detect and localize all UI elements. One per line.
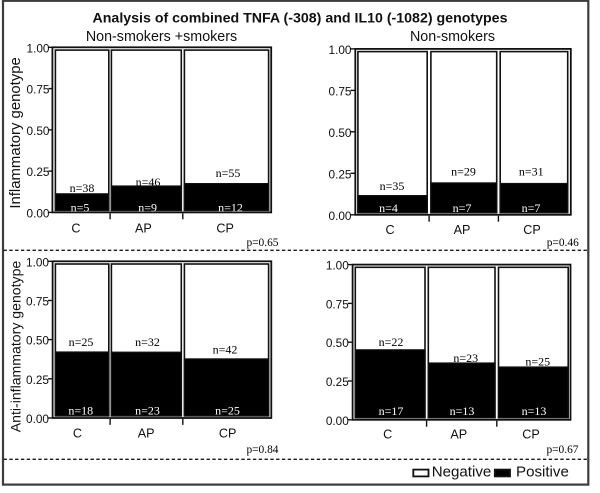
svg-text:n=42: n=42: [213, 342, 238, 356]
svg-text:Negative: Negative: [432, 464, 492, 481]
svg-text:n=46: n=46: [136, 175, 161, 189]
svg-text:1.00: 1.00: [26, 255, 49, 269]
svg-text:AP: AP: [138, 426, 155, 440]
svg-text:0.25: 0.25: [27, 165, 50, 179]
svg-text:p=0.84: p=0.84: [246, 444, 278, 456]
svg-text:C: C: [73, 426, 82, 440]
svg-text:CP: CP: [523, 223, 541, 237]
svg-text:n=23: n=23: [135, 404, 160, 418]
svg-text:Positive: Positive: [516, 464, 569, 481]
svg-text:p=0.46: p=0.46: [547, 237, 579, 249]
svg-text:1.00: 1.00: [329, 43, 352, 57]
svg-text:C: C: [383, 427, 392, 441]
svg-text:0.00: 0.00: [326, 414, 349, 428]
svg-text:p=0.65: p=0.65: [246, 237, 278, 249]
svg-text:p=0.67: p=0.67: [546, 444, 578, 456]
svg-text:n=35: n=35: [380, 179, 405, 193]
svg-text:0.75: 0.75: [329, 84, 352, 98]
svg-text:n=29: n=29: [451, 165, 476, 179]
svg-text:0.00: 0.00: [329, 209, 352, 223]
svg-text:0.50: 0.50: [26, 334, 49, 348]
svg-text:CP: CP: [216, 221, 234, 235]
svg-text:C: C: [385, 223, 394, 237]
svg-text:Inflammatory genotype: Inflammatory genotype: [8, 57, 24, 208]
svg-text:n=12: n=12: [218, 201, 243, 215]
svg-text:C: C: [71, 221, 80, 235]
svg-text:AP: AP: [454, 223, 471, 237]
svg-text:AP: AP: [450, 427, 467, 441]
svg-text:0.50: 0.50: [27, 124, 50, 138]
svg-text:n=32: n=32: [135, 335, 160, 349]
svg-text:Anti-inflammatory genotype: Anti-inflammatory genotype: [8, 261, 24, 433]
svg-text:n=38: n=38: [70, 181, 95, 195]
svg-text:n=17: n=17: [379, 404, 404, 418]
svg-text:n=23: n=23: [453, 351, 478, 365]
svg-text:n=18: n=18: [68, 404, 93, 418]
svg-text:Non-smokers: Non-smokers: [410, 29, 495, 45]
svg-text:n=13: n=13: [450, 404, 475, 418]
svg-text:Analysis of combined TNFA (-30: Analysis of combined TNFA (-308) and IL1…: [93, 11, 508, 27]
svg-text:n=25: n=25: [215, 404, 240, 418]
svg-text:n=5: n=5: [71, 201, 90, 215]
svg-text:CP: CP: [219, 426, 237, 440]
svg-text:0.75: 0.75: [26, 295, 49, 309]
svg-text:n=9: n=9: [138, 201, 157, 215]
svg-text:n=31: n=31: [519, 165, 544, 179]
svg-text:CP: CP: [522, 427, 540, 441]
svg-text:1.00: 1.00: [27, 41, 50, 55]
svg-text:n=7: n=7: [522, 201, 541, 215]
svg-text:1.00: 1.00: [326, 259, 349, 273]
svg-text:0.75: 0.75: [326, 297, 349, 311]
svg-text:0.25: 0.25: [326, 375, 349, 389]
svg-text:0.25: 0.25: [329, 167, 352, 181]
svg-text:0.50: 0.50: [329, 126, 352, 140]
svg-text:n=7: n=7: [453, 201, 472, 215]
svg-text:0.50: 0.50: [326, 336, 349, 350]
svg-text:AP: AP: [135, 221, 152, 235]
svg-text:n=55: n=55: [216, 166, 241, 180]
svg-text:n=25: n=25: [525, 354, 550, 368]
svg-text:0.00: 0.00: [27, 206, 50, 220]
svg-text:0.00: 0.00: [26, 412, 49, 426]
svg-text:Non-smokers +smokers: Non-smokers +smokers: [86, 29, 237, 45]
svg-text:0.25: 0.25: [26, 373, 49, 387]
svg-text:n=13: n=13: [522, 404, 547, 418]
svg-text:n=25: n=25: [69, 335, 94, 349]
svg-text:n=4: n=4: [379, 201, 398, 215]
svg-text:n=22: n=22: [379, 335, 404, 349]
svg-text:0.75: 0.75: [27, 83, 50, 97]
